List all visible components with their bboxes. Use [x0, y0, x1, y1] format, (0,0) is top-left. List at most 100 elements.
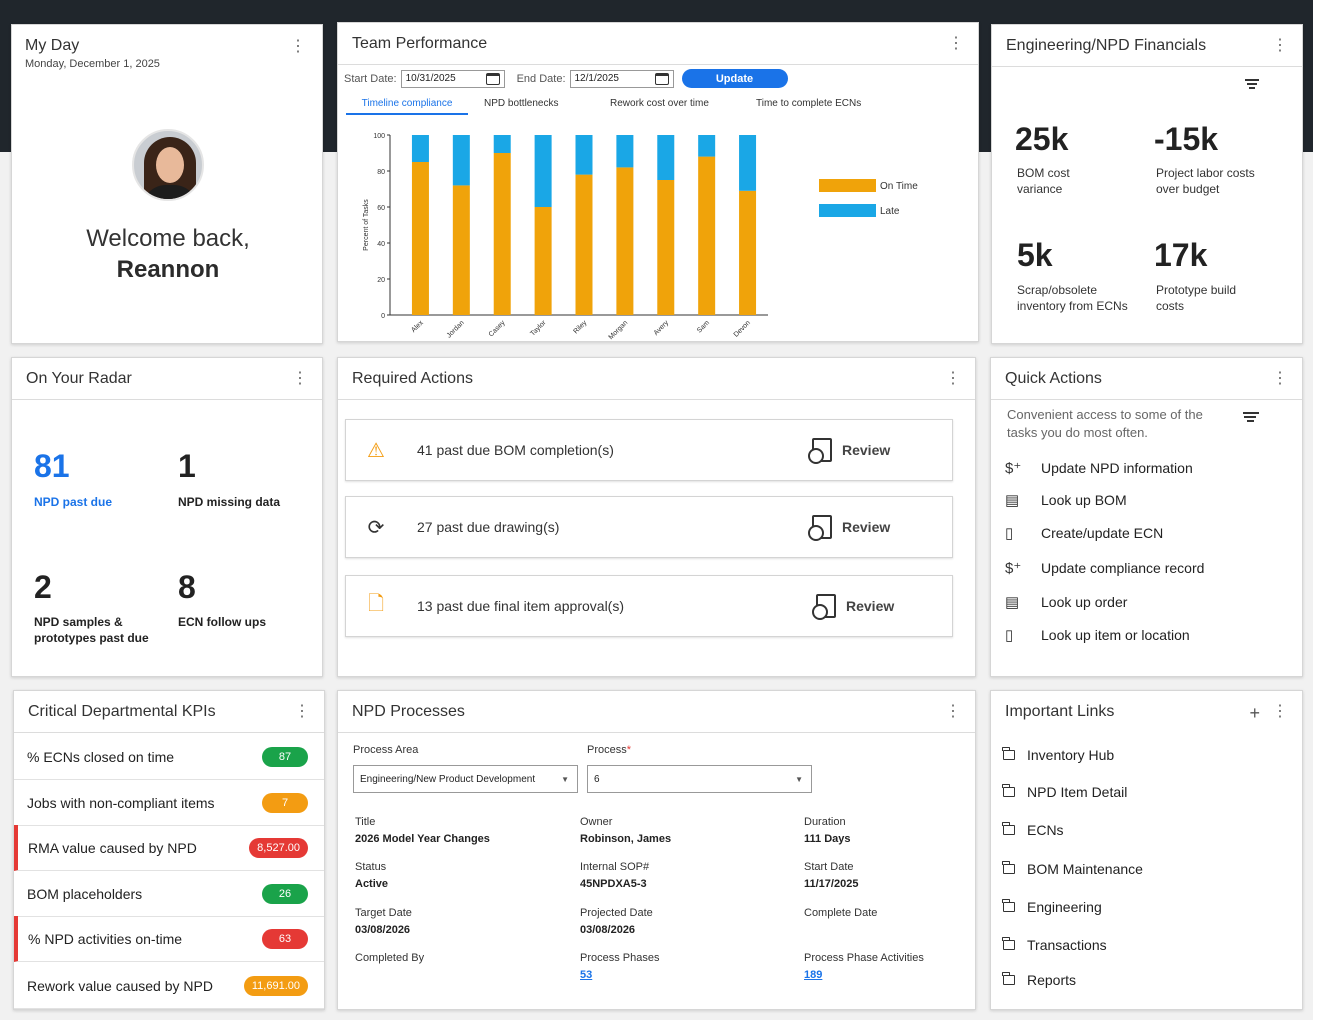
kpi-value-badge: 11,691.00	[243, 975, 308, 996]
kebab-menu-icon[interactable]	[948, 36, 964, 52]
samples-past-due-label: NPD samples & prototypes past due	[34, 615, 149, 645]
radar-title: On Your Radar	[26, 369, 132, 387]
kebab-menu-icon[interactable]	[945, 371, 961, 387]
end-date-label: End Date:	[516, 72, 566, 85]
filter-icon[interactable]	[1243, 410, 1259, 424]
kebab-menu-icon[interactable]	[945, 704, 961, 720]
x-tick-label: Alex	[410, 319, 425, 334]
kebab-menu-icon[interactable]	[1272, 704, 1288, 720]
quick-action-create-ecn[interactable]: ▯ Create/update ECN	[1005, 525, 1164, 542]
tab-rework-cost[interactable]: Rework cost over time	[610, 98, 709, 109]
kpi-row[interactable]: Jobs with non-compliant items 7	[14, 780, 324, 826]
npd-past-due-value[interactable]: 81	[34, 448, 70, 484]
samples-past-due-value: 2	[34, 569, 52, 605]
npd-field: Process Phases 53	[580, 950, 659, 984]
important-link[interactable]: Transactions	[1002, 937, 1107, 953]
npd-field-value: 11/17/2025	[804, 878, 859, 890]
npd-field-value	[804, 922, 877, 939]
tab-timeline-compliance[interactable]: Timeline compliance	[346, 95, 468, 115]
kebab-menu-icon[interactable]	[1272, 38, 1288, 54]
important-link[interactable]: Inventory Hub	[1002, 747, 1114, 763]
kpi-row[interactable]: % NPD activities on-time 63	[14, 916, 324, 962]
kpi-row[interactable]: Rework value caused by NPD 11,691.00	[14, 963, 324, 1009]
quick-action-look-up-bom[interactable]: ▤ Look up BOM	[1005, 492, 1127, 509]
x-tick-label: Jordan	[446, 319, 466, 339]
bar-late	[739, 135, 757, 191]
important-link[interactable]: Reports	[1002, 972, 1076, 988]
action-item: ⟳ 27 past due drawing(s) Review	[345, 496, 953, 558]
bar-on-time	[698, 156, 716, 315]
review-document-icon	[808, 438, 832, 464]
quick-action-update-compliance[interactable]: $⁺ Update compliance record	[1005, 560, 1205, 577]
folder-icon	[1002, 899, 1015, 912]
npd-field: Projected Date 03/08/2026	[580, 905, 653, 939]
npd-field-label: Target Date	[355, 907, 412, 919]
npd-field-link[interactable]: 53	[580, 969, 593, 981]
important-link[interactable]: BOM Maintenance	[1002, 861, 1143, 877]
end-date-input[interactable]: 12/1/2025	[569, 69, 674, 88]
bar-on-time	[739, 190, 757, 315]
tab-time-to-complete-ecns[interactable]: Time to complete ECNs	[756, 98, 862, 109]
process-select[interactable]: 6 ▼	[587, 765, 812, 793]
process-area-select[interactable]: Engineering/New Product Development ▼	[353, 765, 578, 793]
npd-field: Duration 111 Days	[804, 814, 851, 848]
scrap-inventory-label: Scrap/obsolete inventory from ECNs	[1017, 283, 1128, 313]
tab-npd-bottlenecks[interactable]: NPD bottlenecks	[484, 98, 559, 109]
kpi-row[interactable]: RMA value caused by NPD 8,527.00	[14, 825, 324, 871]
start-date-input[interactable]: 10/31/2025	[400, 69, 505, 88]
npd-field-label: Owner	[580, 816, 613, 828]
welcome-name: Reannon	[116, 256, 220, 283]
npd-field-link[interactable]: 189	[804, 969, 823, 981]
bar-on-time	[493, 153, 511, 315]
review-button[interactable]: Review	[808, 438, 952, 464]
kpi-label: BOM placeholders	[27, 885, 143, 902]
quick-action-update-npd[interactable]: $⁺ Update NPD information	[1005, 460, 1193, 477]
npd-field-label: Process Phases	[580, 952, 660, 964]
kpi-row[interactable]: BOM placeholders 26	[14, 871, 324, 917]
calendar-icon[interactable]	[485, 72, 500, 85]
npd-field-label: Internal SOP#	[580, 861, 650, 873]
important-link[interactable]: ECNs	[1002, 822, 1064, 838]
folder-icon	[1002, 747, 1015, 760]
npd-past-due-label[interactable]: NPD past due	[34, 495, 113, 509]
my-day-card: My Day Monday, December 1, 2025 Welcome …	[11, 24, 323, 344]
update-button[interactable]: Update	[681, 69, 788, 88]
bar-on-time	[575, 174, 593, 315]
add-link-icon[interactable]: +	[1249, 703, 1260, 723]
required-actions-card: Required Actions ⚠ 41 past due BOM compl…	[337, 357, 976, 677]
quick-action-look-up-order[interactable]: ▤ Look up order	[1005, 594, 1128, 611]
x-tick-label: Riley	[572, 319, 588, 335]
review-button[interactable]: Review	[812, 594, 952, 620]
prototype-costs-value: 17k	[1154, 237, 1208, 273]
y-tick-label: 100	[373, 133, 385, 140]
npd-field-label: Process Phase Activities	[804, 952, 924, 964]
important-link-label: NPD Item Detail	[1027, 784, 1128, 800]
kebab-menu-icon[interactable]	[290, 39, 306, 55]
financials-card: Engineering/NPD Financials 25k BOM cost …	[991, 24, 1303, 344]
filter-icon[interactable]	[1245, 77, 1259, 91]
chevron-down-icon: ▼	[795, 774, 803, 784]
quick-action-look-up-item[interactable]: ▯ Look up item or location	[1005, 627, 1190, 644]
bar-late	[698, 135, 716, 157]
team-performance-title: Team Performance	[352, 34, 488, 52]
review-button[interactable]: Review	[808, 515, 952, 541]
process-label: Process*	[587, 744, 632, 756]
npd-missing-data-label: NPD missing data	[178, 495, 281, 509]
calendar-icon[interactable]	[654, 72, 669, 85]
review-document-icon	[808, 515, 832, 541]
legend-swatch	[819, 204, 876, 217]
kebab-menu-icon[interactable]	[1272, 371, 1288, 387]
ecn-follow-ups-label: ECN follow ups	[178, 615, 266, 629]
kpi-row[interactable]: % ECNs closed on time 87	[14, 734, 324, 780]
date-filters: Start Date: 10/31/2025 End Date: 12/1/20…	[344, 69, 788, 88]
npd-field: Process Phase Activities 189	[804, 950, 924, 984]
kebab-menu-icon[interactable]	[294, 704, 310, 720]
x-tick-label: Avery	[653, 319, 671, 337]
npd-field: Title 2026 Model Year Changes	[355, 814, 490, 848]
x-tick-label: Casey	[488, 319, 507, 338]
important-link[interactable]: Engineering	[1002, 899, 1102, 915]
npd-field-value: 2026 Model Year Changes	[355, 833, 490, 845]
action-text: 41 past due BOM completion(s)	[417, 442, 614, 458]
kebab-menu-icon[interactable]	[292, 371, 308, 387]
important-link[interactable]: NPD Item Detail	[1002, 784, 1128, 800]
